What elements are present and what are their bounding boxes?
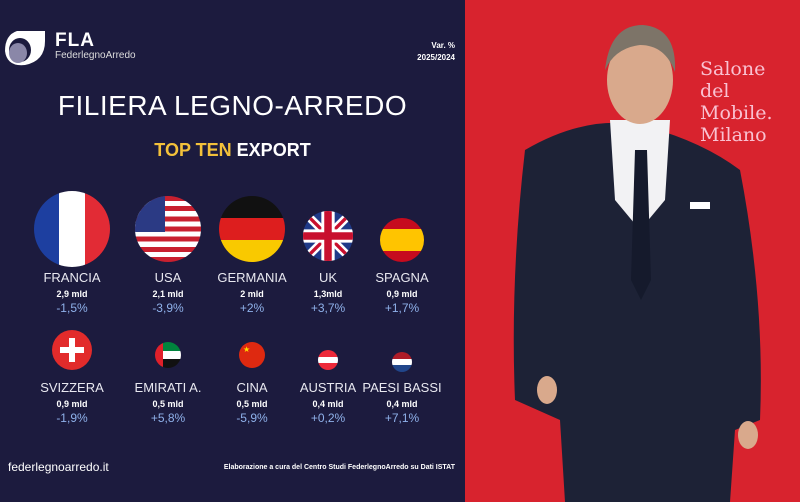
change-percent: +5,8%	[150, 411, 186, 425]
country-item: SPAGNA 0,9 mld +1,7%	[357, 270, 447, 315]
country-name: AUSTRIA	[299, 380, 357, 395]
website-link[interactable]: federlegnoarredo.it	[8, 460, 109, 474]
usa-flag-icon	[135, 196, 201, 262]
export-value: 0,9 mld	[56, 399, 88, 409]
country-name: GERMANIA	[217, 270, 287, 285]
export-value: 0,4 mld	[312, 399, 344, 409]
change-percent: -1,5%	[56, 301, 88, 315]
country-item: GERMANIA 2 mld +2%	[207, 270, 297, 315]
country-item: SVIZZERA 0,9 mld -1,9%	[27, 380, 117, 425]
germany-flag-icon	[219, 196, 285, 262]
variation-label: Var. % 2025/2024	[417, 41, 455, 62]
switzerland-flag-icon	[52, 330, 92, 370]
country-name: PAESI BASSI	[362, 380, 442, 395]
fla-logo-icon	[5, 31, 45, 66]
change-percent: +7,1%	[384, 411, 420, 425]
change-percent: -5,9%	[236, 411, 268, 425]
photo-panel: Salone del Mobile. Milano	[465, 0, 800, 502]
france-flag-icon	[34, 191, 110, 267]
backdrop-text: Salone del Mobile. Milano	[700, 58, 773, 146]
country-name: FRANCIA	[43, 270, 101, 285]
country-item: FRANCIA 2,9 mld -1,5%	[27, 270, 117, 315]
subtitle: TOP TEN EXPORT	[154, 140, 311, 160]
country-item: EMIRATI A. 0,5 mld +5,8%	[123, 380, 213, 425]
change-percent: +1,7%	[384, 301, 420, 315]
china-flag-icon: ★	[239, 342, 265, 368]
country-item: PAESI BASSI 0,4 mld +7,1%	[357, 380, 447, 425]
infographic-panel: FLA FederlegnoArredo Var. % 2025/2024 FIL…	[5, 30, 455, 474]
brand-full-name: FederlegnoArredo	[55, 50, 136, 61]
export-value: 0,5 mld	[236, 399, 268, 409]
uae-flag-icon	[155, 342, 181, 368]
export-value: 0,9 mld	[386, 289, 418, 299]
uk-flag-icon	[303, 211, 353, 261]
change-percent: +3,7%	[310, 301, 346, 315]
country-item: USA 2,1 mld -3,9%	[123, 270, 213, 315]
change-percent: +2%	[239, 301, 265, 315]
country-name: SPAGNA	[375, 270, 429, 285]
change-percent: -3,9%	[152, 301, 184, 315]
country-item: UK 1,3mld +3,7%	[283, 270, 373, 315]
export-value: 0,4 mld	[386, 399, 418, 409]
source-note: Elaborazione a cura del Centro Studi Fed…	[223, 464, 455, 471]
country-name: UK	[318, 270, 338, 285]
country-name: USA	[154, 270, 182, 285]
austria-flag-icon	[318, 350, 338, 370]
change-percent: +0,2%	[310, 411, 346, 425]
country-item: AUSTRIA 0,4 mld +0,2%	[283, 380, 373, 425]
export-value: 0,5 mld	[152, 399, 184, 409]
export-value: 2,1 mld	[152, 289, 184, 299]
country-name: EMIRATI A.	[134, 380, 202, 395]
country-item: CINA 0,5 mld -5,9%	[207, 380, 297, 425]
export-value: 1,3mld	[313, 289, 343, 299]
country-name: SVIZZERA	[40, 380, 104, 395]
brand-name: FLA	[55, 30, 95, 51]
export-value: 2,9 mld	[56, 289, 88, 299]
change-percent: -1,9%	[56, 411, 88, 425]
page-title: FILIERA LEGNO-ARREDO	[57, 90, 408, 121]
country-name: CINA	[236, 380, 268, 395]
netherlands-flag-icon	[392, 352, 412, 372]
man-in-suit-image	[513, 25, 761, 502]
export-value: 2 mld	[240, 289, 264, 299]
spain-flag-icon	[380, 218, 424, 262]
